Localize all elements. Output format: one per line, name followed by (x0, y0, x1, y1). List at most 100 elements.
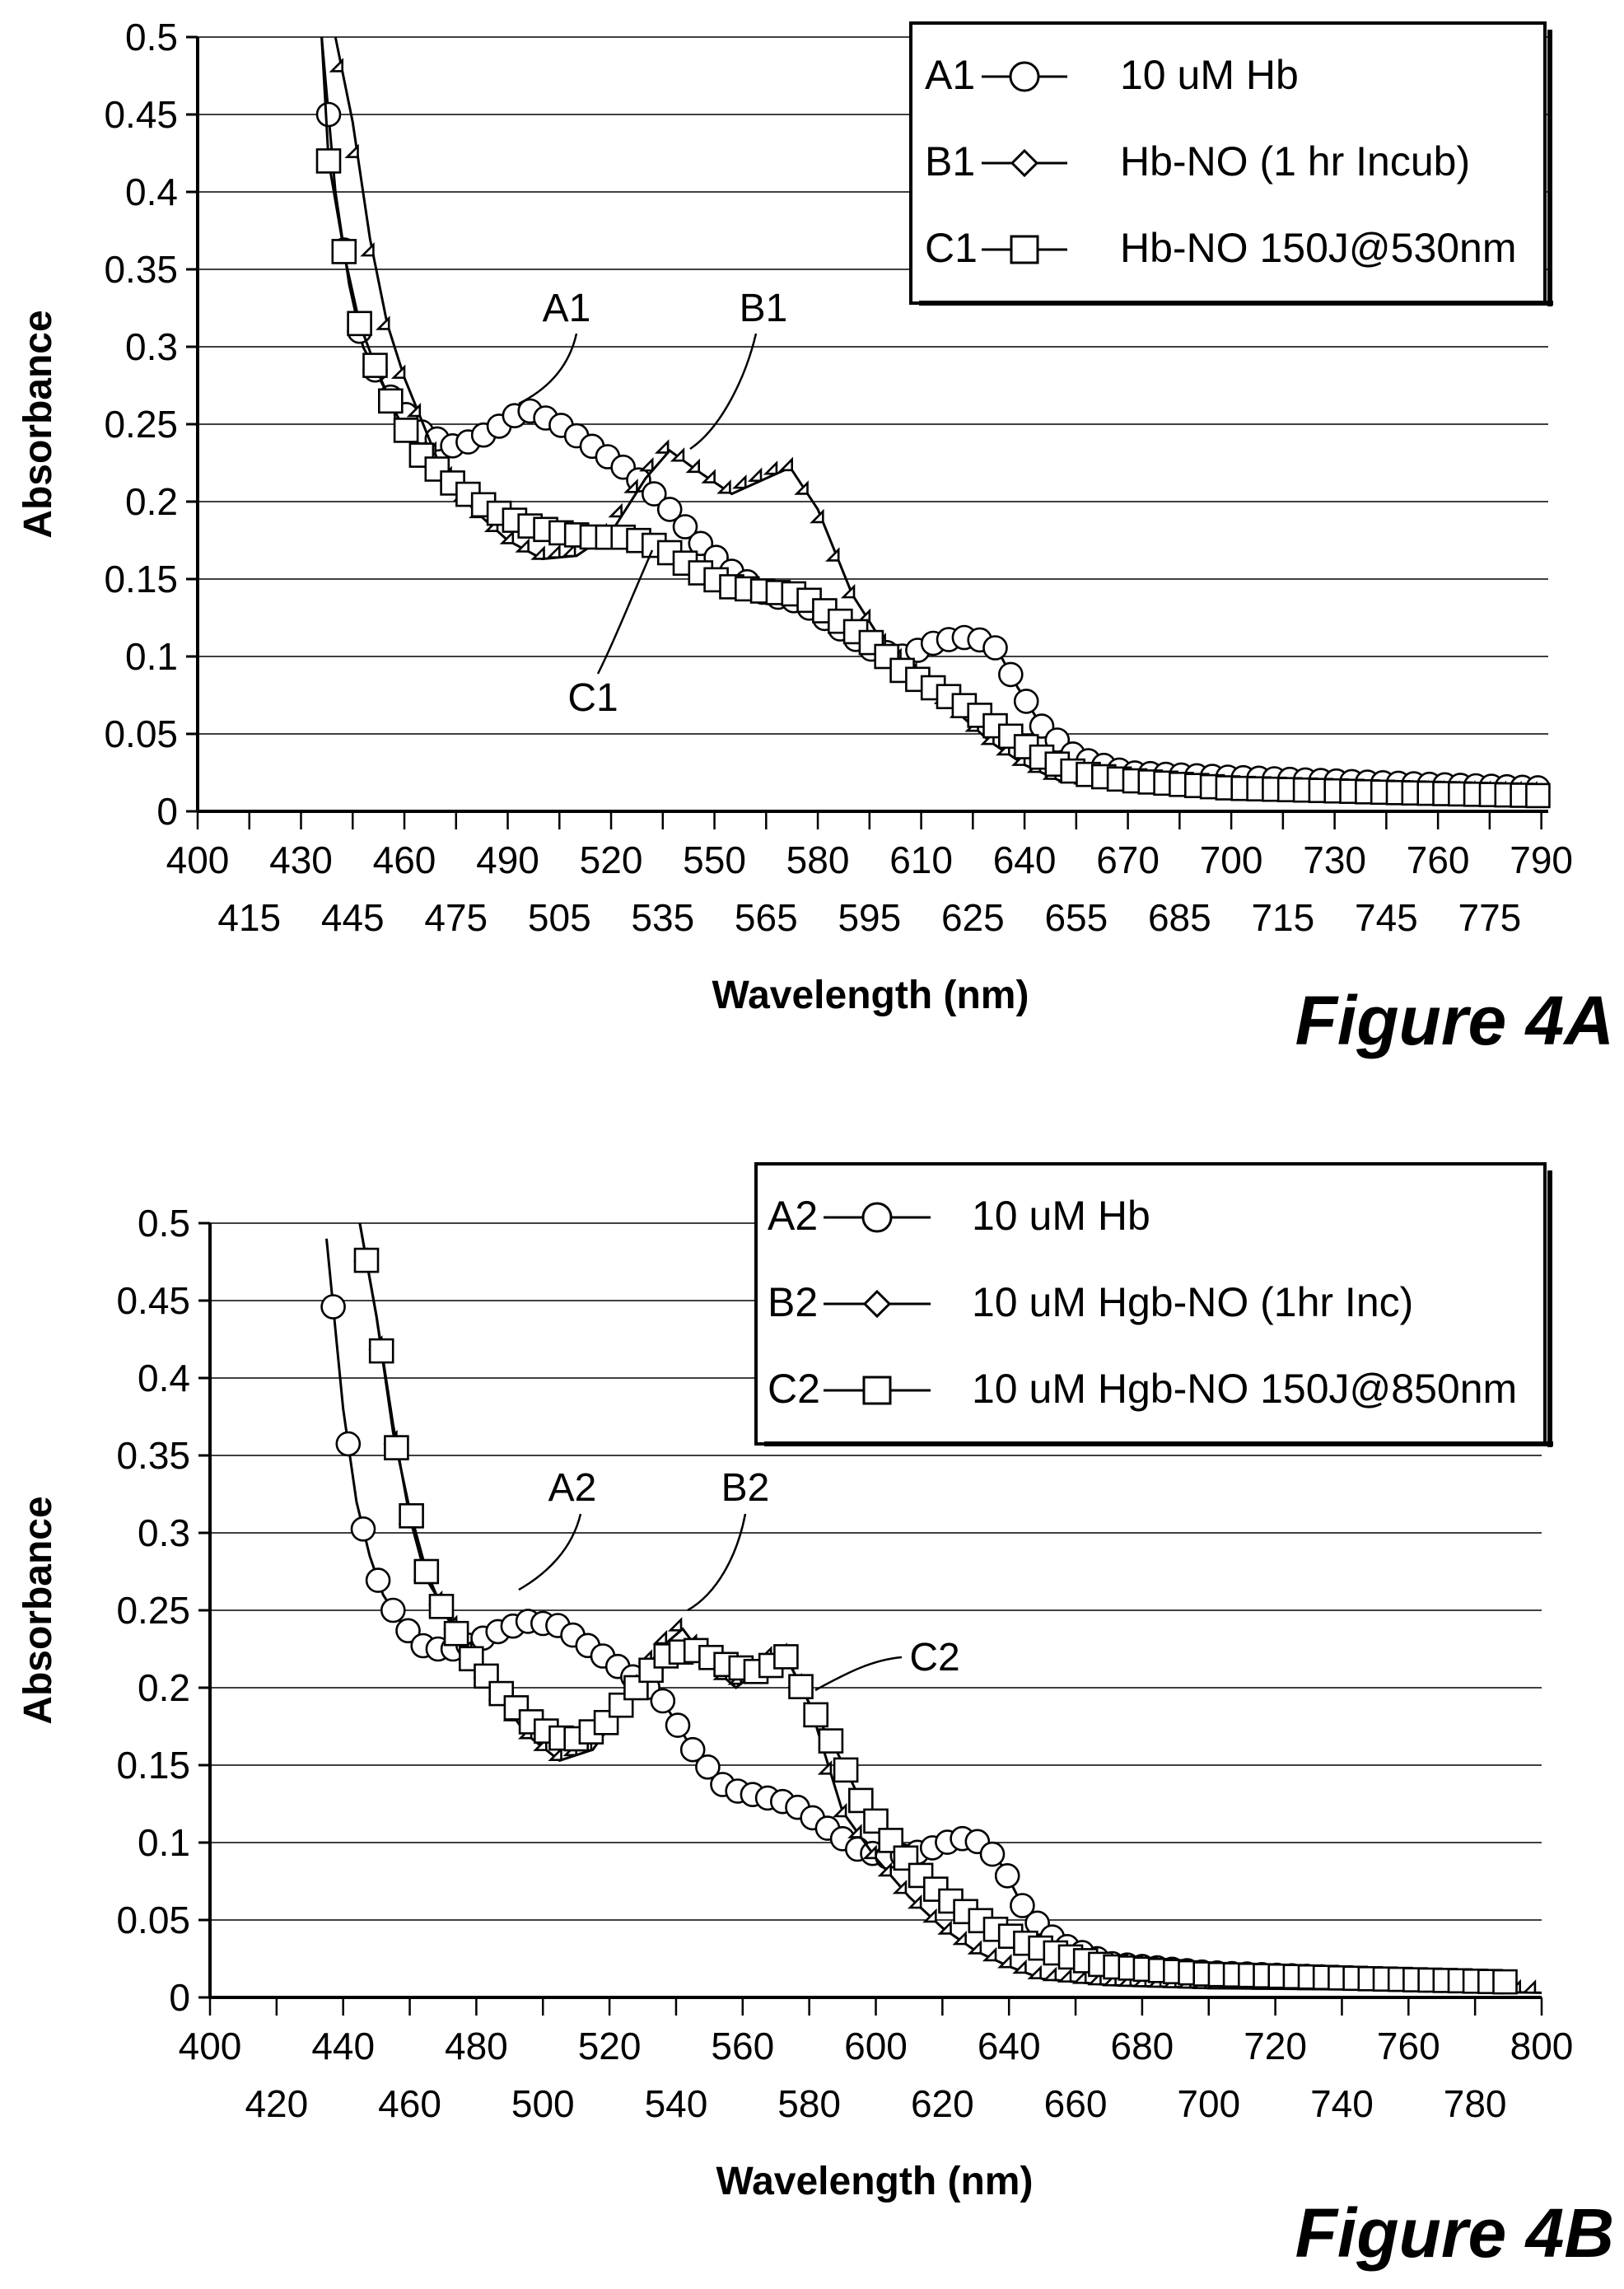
series-4a (315, 36, 1551, 809)
callout-b1-leader (689, 333, 758, 451)
x-tick-label: 640 (978, 2025, 1041, 2067)
y-tick-label: 0.1 (138, 1821, 190, 1864)
marker-a2 (695, 1754, 721, 1780)
y-tick-label: 0 (169, 1976, 190, 2019)
legend-4a: A1 10 uM Hb B1 Hb-NO (1 hr Incub) C1 Hb-… (909, 21, 1553, 306)
x-ticks-4b: 400 440 480 520 560 600 640 680 720 760 800 420 460 5… (179, 1997, 1574, 2125)
y-ticks-4b: 0.5 0.45 0.4 0.35 0.3 0.25 0.2 0.15 0.1 0.05 0 (116, 1202, 210, 2019)
y-ticks-4a: 0.5 0.45 0.4 0.35 0.3 0.25 0.2 0.15 0.1 0.05 0 (104, 16, 198, 833)
marker-c1 (393, 418, 419, 443)
x-tick-label: 400 (166, 839, 230, 881)
marker-a1 (672, 514, 698, 540)
marker-b1 (390, 364, 406, 379)
marker-a1 (1013, 689, 1039, 714)
y-axis-title-4a: Absorbance (16, 310, 60, 538)
legend-marker-circle-icon (1009, 61, 1040, 92)
callout-c1: C1 (567, 676, 618, 720)
marker-c2 (413, 1558, 440, 1585)
y-axis-title-4b: Absorbance (16, 1496, 60, 1724)
marker-a2 (350, 1516, 376, 1542)
marker-b2 (1057, 1968, 1072, 1983)
marker-b2 (997, 1954, 1012, 1969)
y-tick-label: 0.05 (116, 1899, 190, 1941)
y-tick-label: 0.3 (138, 1511, 190, 1554)
x-tick-label: 430 (269, 839, 333, 881)
y-tick-label: 0.25 (116, 1589, 190, 1632)
y-tick-label: 0.2 (138, 1666, 190, 1709)
y-tick-label: 0.5 (138, 1202, 190, 1245)
marker-b2 (1072, 1969, 1087, 1984)
chart-4b: 0.5 0.45 0.4 0.35 0.3 0.25 0.2 0.15 0.1 0.05 0 400… (16, 1162, 1614, 2272)
marker-b1 (763, 460, 778, 475)
marker-b2 (877, 1862, 893, 1877)
marker-b2 (817, 1760, 833, 1775)
marker-a2 (395, 1618, 421, 1644)
legend-label-c2: 10 uM Hgb-NO 150J@850nm (972, 1366, 1517, 1412)
marker-b2 (937, 1920, 952, 1935)
legend-marker-diamond-icon (862, 1289, 892, 1319)
marker-b1 (406, 402, 422, 418)
marker-c2 (833, 1757, 859, 1783)
x-tick-label: 700 (1177, 2082, 1240, 2125)
marker-c2 (593, 1710, 619, 1735)
marker-b2 (967, 1940, 982, 1955)
marker-b2 (892, 1879, 908, 1894)
marker-b2 (1027, 1964, 1042, 1980)
x-tick-label: 420 (245, 2082, 308, 2125)
x-tick-label: 500 (511, 2082, 575, 2125)
x-tick-label: 800 (1510, 2025, 1574, 2067)
legend-item-b1: B1 Hb-NO (1 hr Incub) (925, 138, 1470, 185)
legend-item-c1: C1 Hb-NO 150J@530nm (925, 225, 1517, 271)
x-tick-label: 740 (1310, 2082, 1374, 2125)
y-tick-label: 0.4 (138, 1357, 190, 1399)
marker-a2 (380, 1597, 406, 1623)
marker-a2 (1010, 1893, 1035, 1918)
x-tick-label: 560 (711, 2025, 774, 2067)
marker-c2 (788, 1674, 814, 1699)
callout-c2: C2 (909, 1636, 959, 1679)
y-tick-label: 0.45 (104, 93, 178, 136)
x-axis-title-4b: Wavelength (nm) (716, 2160, 1034, 2203)
marker-b1 (825, 547, 840, 562)
y-tick-label: 0.15 (116, 1744, 190, 1787)
legend-marker-diamond-icon (1010, 148, 1039, 178)
marker-a2 (979, 1841, 1006, 1867)
marker-a1 (641, 481, 667, 507)
marker-a2 (335, 1431, 362, 1457)
marker-a1 (315, 101, 342, 128)
marker-b2 (952, 1930, 967, 1946)
marker-b1 (794, 480, 809, 495)
marker-b1 (810, 508, 824, 524)
x-ticks-4a: 400 430 460 490 520 550 580 610 640 670 700 730 760 7… (166, 811, 1573, 939)
x-tick-label: 780 (1444, 2082, 1507, 2125)
marker-a1 (1029, 713, 1055, 739)
marker-c1 (377, 388, 404, 414)
callout-c2-leader (814, 1656, 903, 1692)
chart-4a: 0.5 0.45 0.4 0.35 0.3 0.25 0.2 0.15 0.1 0.05 0 400… (16, 16, 1614, 1059)
x-tick-label: 700 (1200, 839, 1263, 881)
y-tick-label: 0.4 (125, 171, 178, 213)
marker-c2 (893, 1845, 919, 1871)
y-tick-label: 0.5 (125, 16, 178, 58)
legend-label-a1: 10 uM Hb (1120, 52, 1299, 98)
x-tick-label: 720 (1244, 2025, 1307, 2067)
series-c2 (353, 1222, 1518, 1995)
marker-c2 (848, 1787, 874, 1814)
marker-b1 (856, 608, 871, 624)
x-tick-label: 715 (1251, 896, 1314, 939)
marker-c1 (1525, 782, 1551, 809)
y-tick-label: 0.3 (125, 325, 178, 368)
x-tick-label: 400 (179, 2025, 242, 2067)
legend-label-b1: Hb-NO (1 hr Incub) (1120, 138, 1470, 185)
callout-b1: B1 (740, 287, 788, 330)
x-tick-label: 580 (777, 2082, 841, 2125)
callout-c1-leader (596, 549, 654, 675)
marker-b2 (1012, 1959, 1027, 1974)
callout-a1: A1 (543, 287, 591, 330)
x-tick-label: 685 (1148, 896, 1211, 939)
marker-b1 (685, 458, 701, 474)
marker-a1 (656, 497, 683, 522)
marker-b2 (982, 1946, 997, 1962)
x-tick-label: 520 (578, 2025, 642, 2067)
marker-a2 (650, 1688, 676, 1714)
